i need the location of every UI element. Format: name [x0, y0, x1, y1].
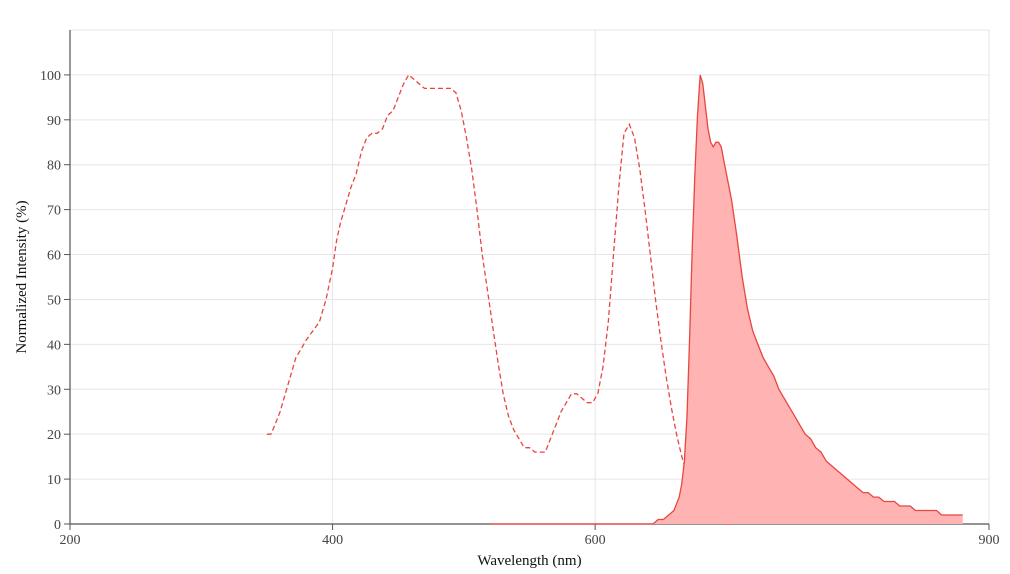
x-tick-label: 200	[60, 533, 81, 548]
grid-lines	[70, 29, 990, 524]
y-tick-label: 70	[47, 204, 61, 219]
tick-labels: 0 10 20 30 40 50 60 70 80 90 100 200 400 600 900	[40, 69, 1000, 548]
y-tick-label: 100	[40, 69, 61, 84]
x-tick-label: 600	[585, 533, 606, 548]
x-tick-label: 400	[322, 533, 343, 548]
y-tick-label: 10	[47, 473, 61, 488]
y-tick-label: 0	[54, 518, 61, 533]
y-tick-label: 20	[47, 428, 61, 443]
excitation-dashed-line	[266, 73, 732, 525]
series-layer	[266, 73, 963, 525]
y-tick-label: 90	[47, 114, 61, 129]
emission-line	[490, 74, 963, 525]
y-axis-title: Normalized Intensity (%)	[14, 200, 30, 353]
y-tick-label: 80	[47, 159, 61, 174]
y-tick-label: 50	[47, 293, 61, 308]
x-tick-label: 900	[979, 533, 1000, 548]
x-axis-title: Wavelength (nm)	[477, 553, 581, 569]
axes	[64, 30, 990, 530]
y-tick-label: 40	[47, 338, 61, 353]
y-tick-label: 30	[47, 383, 61, 398]
y-tick-label: 60	[47, 249, 61, 264]
emission-area-fill	[490, 74, 963, 525]
